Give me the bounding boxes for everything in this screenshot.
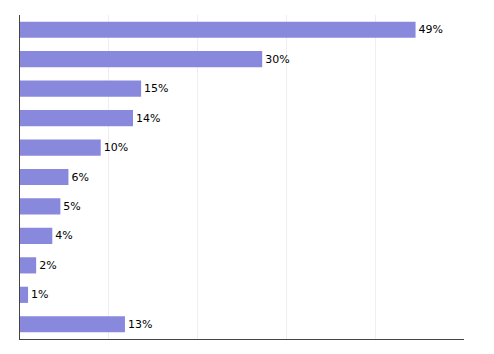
svg-text:14%: 14% [136,112,160,125]
svg-text:15%: 15% [144,82,168,95]
svg-text:49%: 49% [419,23,443,36]
svg-text:2%: 2% [39,259,56,272]
svg-text:30%: 30% [265,53,289,66]
svg-text:6%: 6% [71,171,88,184]
svg-text:13%: 13% [128,318,152,331]
svg-text:4%: 4% [55,229,72,242]
svg-text:1%: 1% [31,288,48,301]
svg-text:10%: 10% [104,141,128,154]
svg-text:5%: 5% [63,200,80,213]
